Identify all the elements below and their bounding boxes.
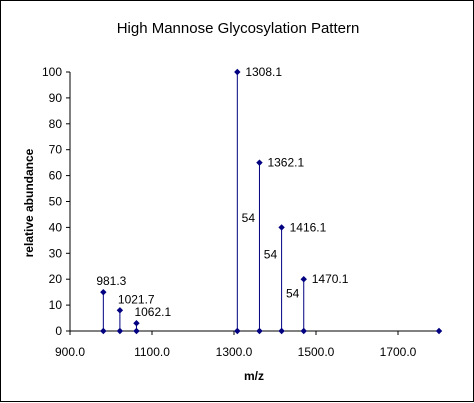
x-axis-title: m/z: [244, 369, 264, 383]
baseline-point: [300, 327, 307, 335]
y-tick-label: 50: [49, 195, 63, 209]
x-axis: 900.0 1100.0 1300.0 1500.0 1700.0: [55, 330, 439, 359]
baseline-point: [116, 327, 124, 335]
data-markers: [100, 68, 443, 335]
x-tick-label: 1300.0: [216, 345, 253, 359]
annotation-label: 54: [286, 286, 300, 300]
x-tick-label: 1100.0: [134, 345, 170, 359]
x-tick-label: 1500.0: [298, 345, 335, 359]
y-tick-label: 10: [49, 298, 63, 312]
data-label: 1470.1: [312, 272, 349, 286]
chart-title: High Mannose Glycosylation Pattern: [117, 20, 360, 37]
baseline-point: [100, 327, 107, 335]
data-label: 1021.7: [118, 292, 155, 306]
baseline-point: [435, 327, 443, 335]
data-label: 1362.1: [267, 156, 304, 170]
y-tick-label: 40: [49, 220, 63, 234]
baseline-point: [234, 327, 241, 335]
data-point: [256, 159, 263, 166]
annotation-label: 54: [242, 211, 256, 225]
y-tick-label: 100: [42, 65, 62, 79]
data-label: 1308.1: [245, 65, 282, 79]
data-point: [100, 288, 107, 296]
data-label: 981.3: [96, 274, 126, 288]
x-tick-label: 1700.0: [380, 345, 417, 359]
y-tick-label: 30: [49, 246, 63, 260]
data-label: 1416.1: [290, 220, 327, 234]
y-tick-label: 90: [49, 91, 63, 105]
y-tick-label: 70: [49, 143, 63, 157]
annotation-label: 54: [264, 247, 278, 261]
baseline-point: [256, 327, 263, 335]
x-tick-label: 900.0: [55, 345, 85, 359]
y-tick-label: 0: [55, 324, 62, 338]
y-tick-label: 20: [49, 272, 63, 286]
y-axis: 0 10 20 30 40 50 60 70 80 90 100: [42, 65, 71, 338]
y-tick-label: 80: [49, 117, 63, 131]
y-tick-label: 60: [49, 169, 63, 183]
data-label: 1062.1: [134, 305, 171, 319]
stem-lines: [102, 72, 305, 331]
y-axis-title: relative abundance: [22, 148, 36, 257]
baseline-point: [278, 327, 285, 335]
data-point: [278, 224, 285, 231]
annotations: 54 54 54: [242, 211, 300, 300]
data-point: [234, 68, 241, 76]
data-point: [116, 307, 124, 314]
data-point: [300, 276, 307, 283]
baseline-point: [133, 327, 140, 335]
data-point: [133, 320, 140, 327]
